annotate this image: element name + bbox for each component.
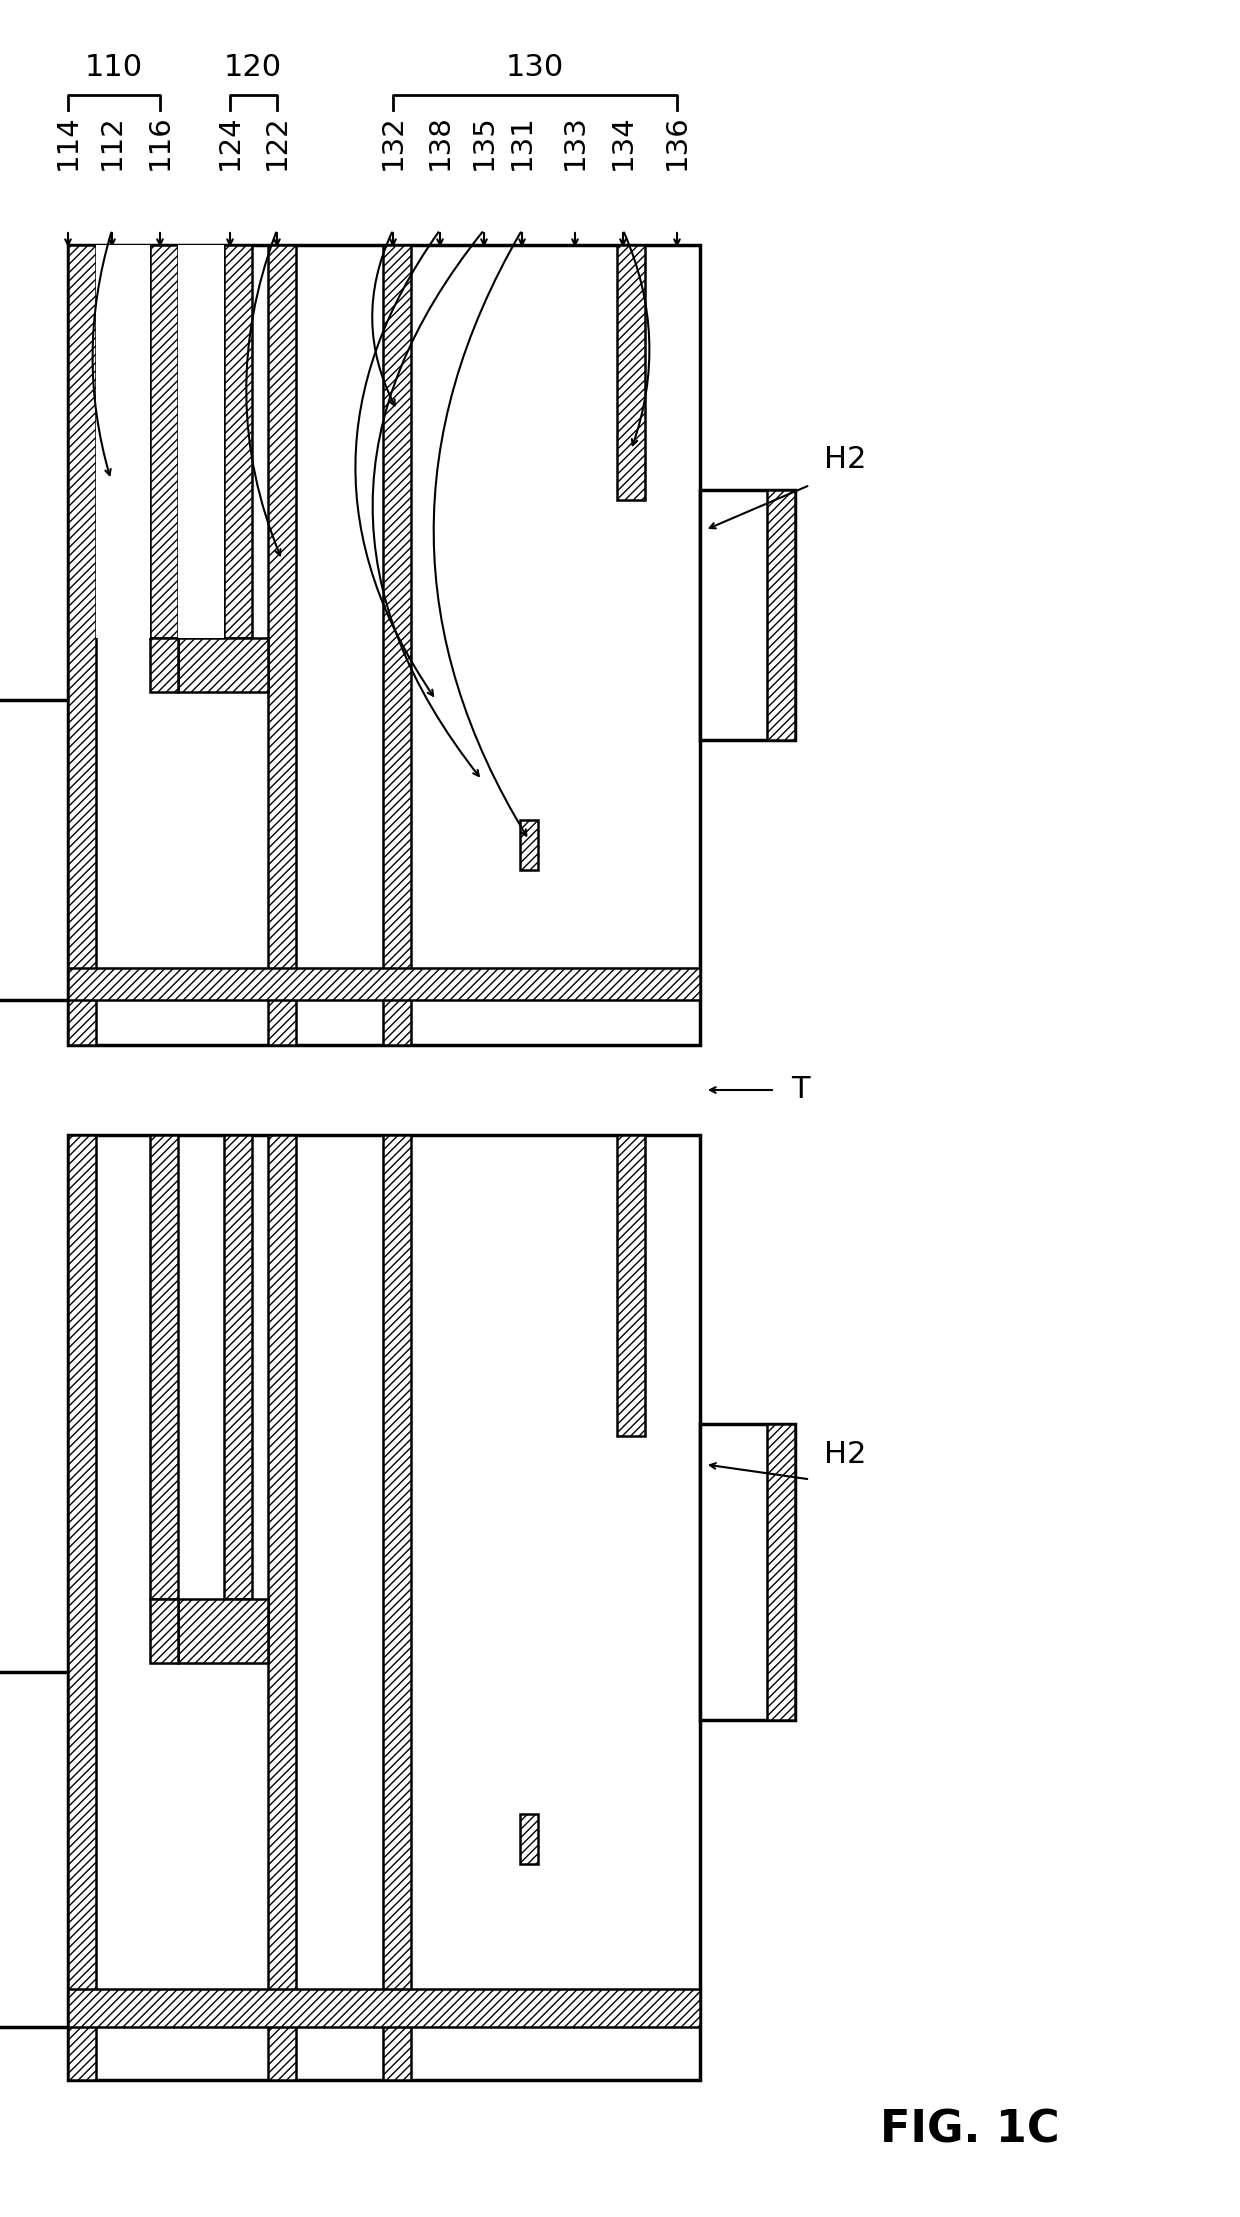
Bar: [68, 1989, 701, 2026]
Bar: [520, 1814, 538, 1864]
Text: 112: 112: [98, 115, 126, 171]
Bar: [0, 1672, 68, 2026]
Bar: [701, 1423, 795, 1720]
Bar: [383, 246, 410, 1044]
Bar: [768, 490, 795, 740]
Bar: [179, 638, 268, 692]
Text: 138: 138: [427, 113, 454, 171]
Text: 116: 116: [146, 115, 174, 171]
Text: FIG. 1C: FIG. 1C: [880, 2108, 1060, 2150]
Bar: [68, 1135, 95, 2080]
Text: 132: 132: [379, 115, 407, 171]
Bar: [150, 246, 179, 638]
Bar: [0, 701, 68, 1000]
Text: 122: 122: [263, 115, 291, 171]
Bar: [68, 1135, 701, 2080]
Text: 110: 110: [84, 53, 143, 82]
Text: 114: 114: [55, 115, 82, 171]
Bar: [95, 246, 150, 638]
Text: 120: 120: [224, 53, 281, 82]
Bar: [179, 1598, 268, 1663]
Text: 131: 131: [508, 113, 536, 171]
Bar: [768, 1423, 795, 1720]
Text: 124: 124: [216, 115, 244, 171]
Text: 133: 133: [560, 113, 589, 171]
Text: H2: H2: [823, 446, 867, 474]
Bar: [383, 1135, 410, 2080]
Bar: [150, 1598, 179, 1663]
Bar: [68, 969, 701, 1000]
Text: T: T: [791, 1075, 810, 1104]
Bar: [701, 490, 795, 740]
Bar: [68, 246, 95, 1044]
Bar: [224, 1135, 252, 1598]
Bar: [520, 820, 538, 869]
Text: 134: 134: [609, 115, 637, 171]
Text: H2: H2: [823, 1439, 867, 1470]
Bar: [268, 246, 296, 1044]
Bar: [179, 246, 224, 638]
Bar: [150, 638, 179, 692]
Bar: [618, 1135, 645, 1437]
Text: 130: 130: [506, 53, 564, 82]
Text: 136: 136: [663, 115, 691, 171]
Bar: [68, 246, 701, 1044]
Bar: [268, 1135, 296, 2080]
Bar: [224, 246, 252, 638]
Text: 135: 135: [470, 115, 498, 171]
Bar: [150, 1135, 179, 1598]
Bar: [618, 246, 645, 501]
